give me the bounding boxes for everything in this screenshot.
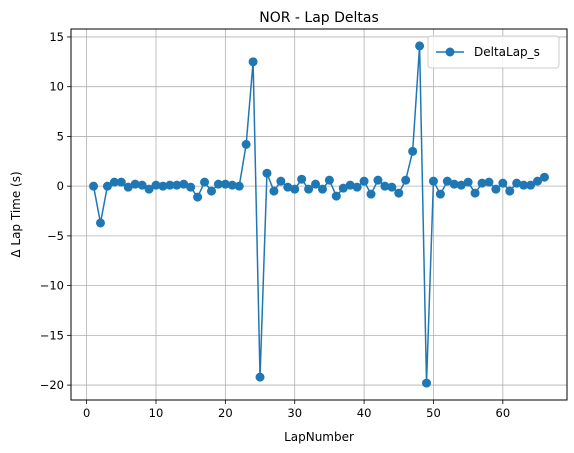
data-point xyxy=(130,179,140,189)
data-point xyxy=(220,179,230,189)
data-point xyxy=(463,177,473,187)
plot-frame xyxy=(70,28,568,401)
y-tick-label: −20 xyxy=(40,378,64,392)
data-point xyxy=(276,176,286,186)
data-point xyxy=(359,176,369,186)
data-point xyxy=(408,146,418,156)
data-point xyxy=(269,186,279,196)
y-tick-label: 5 xyxy=(57,129,64,143)
data-point xyxy=(123,182,133,192)
grid-layer xyxy=(71,29,567,400)
data-point xyxy=(213,179,223,189)
data-point xyxy=(512,178,522,188)
data-point xyxy=(422,378,432,388)
data-point xyxy=(477,178,487,188)
data-point xyxy=(283,182,293,192)
tick-layer: 0 10 20 30 40 50 60 −20 −15 −10 −5 0 5 10 15 xyxy=(40,30,510,420)
x-tick-label: 50 xyxy=(426,406,441,420)
data-point xyxy=(89,181,99,191)
data-point xyxy=(151,180,161,190)
data-point xyxy=(442,176,452,186)
data-point xyxy=(206,186,216,196)
data-point xyxy=(484,177,494,187)
x-tick-label: 30 xyxy=(287,406,302,420)
data-point xyxy=(317,184,327,194)
data-point xyxy=(95,218,105,228)
legend-entry-label: DeltaLap_s xyxy=(474,45,540,59)
x-tick-label: 60 xyxy=(496,406,511,420)
y-tick-label: 10 xyxy=(49,80,64,94)
y-tick-label: −10 xyxy=(40,279,64,293)
data-point xyxy=(262,168,272,178)
data-point xyxy=(255,372,265,382)
data-point xyxy=(505,186,515,196)
data-point xyxy=(519,180,529,190)
data-point xyxy=(165,180,175,190)
data-point xyxy=(102,181,112,191)
data-point xyxy=(186,182,196,192)
data-point xyxy=(297,174,307,184)
data-point xyxy=(456,180,466,190)
series-layer xyxy=(89,41,549,388)
x-tick-label: 0 xyxy=(83,406,90,420)
data-point xyxy=(449,179,459,189)
data-point xyxy=(109,177,119,187)
data-point xyxy=(304,184,314,194)
data-point xyxy=(144,184,154,194)
data-point xyxy=(338,183,348,193)
data-point xyxy=(137,180,147,190)
data-point xyxy=(158,181,168,191)
data-point xyxy=(401,175,411,185)
data-point xyxy=(116,177,126,187)
legend-marker-sample xyxy=(445,47,455,57)
data-point xyxy=(345,180,355,190)
data-point xyxy=(331,191,341,201)
data-point xyxy=(539,172,549,182)
data-point xyxy=(290,184,300,194)
data-point xyxy=(435,189,445,199)
data-point xyxy=(193,192,203,202)
data-point xyxy=(526,180,536,190)
chart-title: NOR - Lap Deltas xyxy=(259,10,379,26)
data-point xyxy=(380,181,390,191)
y-tick-label: 0 xyxy=(57,179,64,193)
data-point xyxy=(415,41,425,51)
data-point xyxy=(234,181,244,191)
data-point xyxy=(172,180,182,190)
data-point xyxy=(387,182,397,192)
data-point xyxy=(324,175,334,185)
data-point xyxy=(498,178,508,188)
data-point xyxy=(533,176,543,186)
data-point xyxy=(200,177,210,187)
data-point xyxy=(352,182,362,192)
data-point xyxy=(241,139,251,149)
series-line xyxy=(92,45,545,384)
y-axis-label: Δ Lap Time (s) xyxy=(9,171,23,257)
data-point xyxy=(470,188,480,198)
legend: DeltaLap_s xyxy=(427,35,560,69)
y-tick-label: −5 xyxy=(47,229,64,243)
data-point xyxy=(428,176,438,186)
data-point xyxy=(394,188,404,198)
data-point xyxy=(491,184,501,194)
legend-box xyxy=(427,35,560,69)
data-point xyxy=(311,179,321,189)
y-tick-label: −15 xyxy=(40,328,64,342)
data-point xyxy=(248,57,258,67)
data-point xyxy=(179,179,189,189)
data-point xyxy=(373,175,383,185)
x-axis-label: LapNumber xyxy=(284,430,354,444)
y-tick-label: 15 xyxy=(49,30,64,44)
data-point xyxy=(366,189,376,199)
data-point xyxy=(227,180,237,190)
x-tick-label: 10 xyxy=(149,406,164,420)
x-tick-label: 40 xyxy=(357,406,372,420)
x-tick-label: 20 xyxy=(218,406,233,420)
